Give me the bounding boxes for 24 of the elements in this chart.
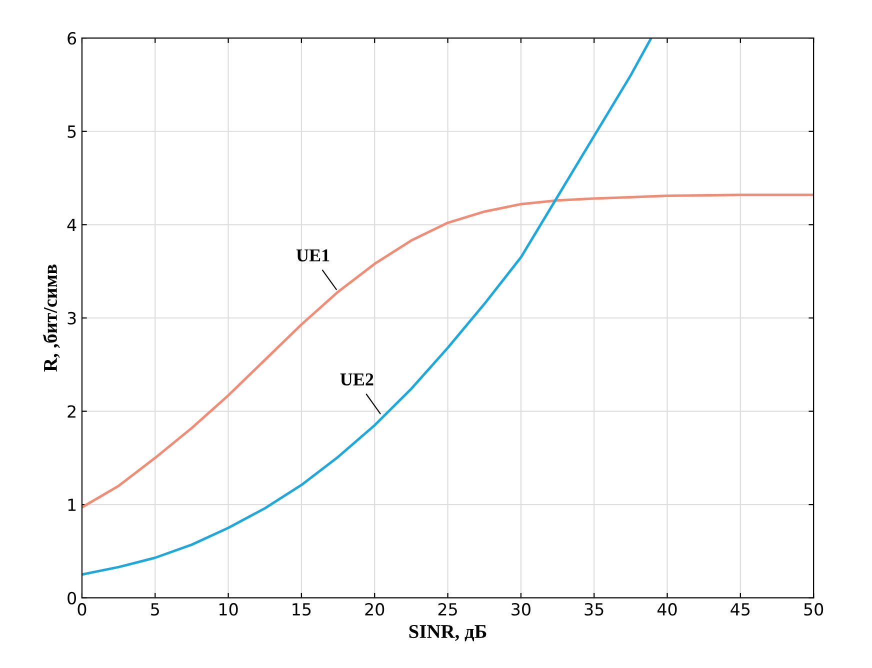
x-tick-label: 20: [365, 603, 384, 616]
y-tick-label: 6: [68, 32, 76, 45]
x-tick-label: 45: [730, 603, 750, 616]
y-tick-label: 3: [68, 312, 76, 325]
x-tick-label: 5: [151, 603, 159, 616]
x-tick-label: 50: [804, 603, 824, 616]
x-tick-label: 10: [220, 603, 238, 616]
x-axis-title: SINR, дБ: [409, 625, 486, 642]
y-tick-label: 4: [67, 218, 76, 232]
annotation: UE2: [340, 373, 374, 386]
line-series: [82, 38, 652, 576]
y-axis-title: R, ,бит/симв: [42, 264, 60, 372]
y-tick-label: 2: [68, 405, 76, 418]
x-tick-label: 15: [292, 603, 311, 616]
y-tick-label: 1: [68, 498, 76, 511]
x-tick-label: 0: [78, 603, 86, 616]
x-tick-label: 30: [512, 603, 530, 616]
line-series: [82, 194, 814, 509]
y-tick-label: 5: [68, 126, 76, 138]
y-tick-label: 0: [68, 592, 76, 604]
x-tick-label: 25: [438, 603, 457, 616]
x-tick-label: 40: [657, 603, 677, 616]
x-tick-label: 35: [584, 603, 604, 616]
annotation: UE1: [296, 249, 330, 262]
